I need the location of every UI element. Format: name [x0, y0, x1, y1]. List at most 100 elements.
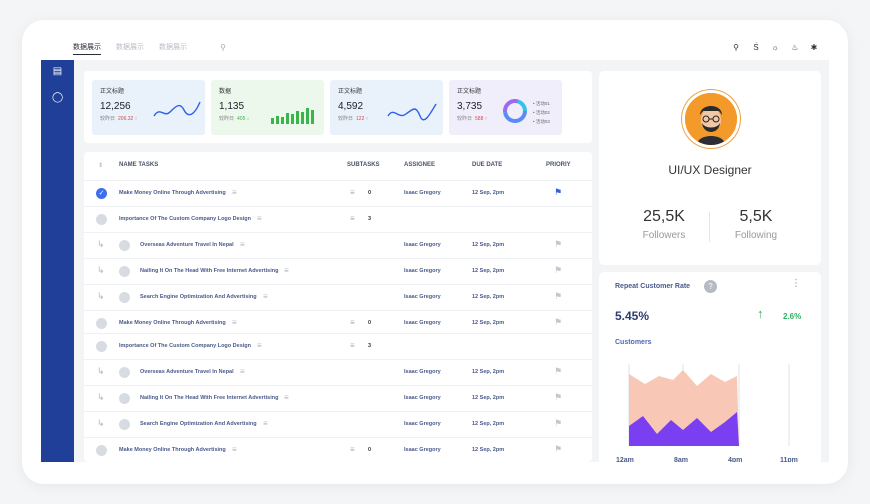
- col-priority[interactable]: PRIORIY: [546, 162, 571, 168]
- stat-value: 12,256: [100, 101, 131, 112]
- notes-icon[interactable]: ≡: [240, 367, 245, 376]
- task-checkbox[interactable]: [119, 266, 130, 277]
- priority-flag-icon[interactable]: ⚑: [554, 291, 563, 301]
- profile-card: UI/UX Designer 25,5K Followers 5,5K Foll…: [599, 71, 821, 265]
- table-row[interactable]: ↳ Search Engine Optimization And Advertis…: [84, 284, 592, 310]
- col-due[interactable]: DUE DATE: [472, 162, 503, 168]
- task-checkbox[interactable]: ✓: [96, 188, 107, 199]
- notes-icon[interactable]: ≡: [232, 445, 237, 454]
- task-checkbox[interactable]: [96, 445, 107, 456]
- stat-title: 正文标题: [338, 89, 363, 95]
- notes-icon[interactable]: ≡: [284, 393, 289, 402]
- task-name[interactable]: Importance Of The Custom Company Logo De…: [119, 343, 252, 349]
- task-name[interactable]: Nailing It On The Head With Free Interne…: [140, 395, 279, 401]
- col-subtasks[interactable]: SUBTASKS: [347, 162, 380, 168]
- brightness-icon[interactable]: ☼: [771, 43, 779, 52]
- table-row[interactable]: ↳ Nailing It On The Head With Free Intern…: [84, 258, 592, 284]
- avatar-illustration: [685, 93, 737, 145]
- tasks-panel: ⇕ NAME TASKS SUBTASKS ASSIGNEE DUE DATE …: [84, 152, 592, 462]
- task-checkbox[interactable]: [96, 318, 107, 329]
- task-checkbox[interactable]: [96, 214, 107, 225]
- notes-icon[interactable]: ≡: [257, 214, 262, 223]
- more-options-icon[interactable]: ⋮: [791, 278, 801, 289]
- table-row[interactable]: Make Money Online Through Advertising ≡ 0 I…: [84, 310, 592, 333]
- tab-data-2[interactable]: 数据展示: [116, 44, 144, 51]
- task-name[interactable]: Nailing It On The Head With Free Interne…: [140, 268, 279, 274]
- search-icon[interactable]: ⚲: [220, 43, 226, 52]
- col-assignee[interactable]: ASSIGNEE: [404, 162, 436, 168]
- task-checkbox[interactable]: [119, 240, 130, 251]
- table-row[interactable]: ↳ Overseas Adventure Travel In Nepal Isaac…: [84, 359, 592, 385]
- tab-data-1[interactable]: 数据展示: [73, 42, 101, 55]
- priority-flag-icon[interactable]: ⚑: [554, 418, 563, 428]
- priority-flag-icon[interactable]: ⚑: [554, 366, 563, 376]
- profile-role: UI/UX Designer: [668, 163, 752, 177]
- table-row[interactable]: ↳ Overseas Adventure Travel In Nepal Isaac…: [84, 232, 592, 258]
- legend-label: 活动03: [535, 119, 550, 124]
- task-checkbox[interactable]: [119, 292, 130, 303]
- sort-icon[interactable]: ⇕: [98, 163, 104, 169]
- stats-panel: 正文标题 12,256 较昨日 206.32 ↑ 数据 1,135 较昨日 405 …: [84, 71, 592, 143]
- notes-icon[interactable]: ≡: [263, 292, 268, 301]
- subtask-list-icon: ≡: [350, 445, 355, 454]
- notes-icon[interactable]: ≡: [257, 341, 262, 350]
- task-checkbox[interactable]: [119, 419, 130, 430]
- stat-sub: 较昨日 405 ↓: [219, 115, 316, 122]
- tab-data-3[interactable]: 数据展示: [159, 44, 187, 51]
- notes-icon[interactable]: ≡: [284, 266, 289, 275]
- stat-card[interactable]: 正文标题 3,735 较昨日 588 ↑ • 活动01 • 活动02 • 活动03: [449, 80, 562, 135]
- stat-value: 3,735: [457, 101, 483, 112]
- priority-flag-icon[interactable]: ⚑: [554, 187, 563, 197]
- table-row[interactable]: Importance Of The Custom Company Logo De…: [84, 333, 592, 359]
- task-assignee: Isaac Gregory: [404, 268, 441, 274]
- task-checkbox[interactable]: [119, 393, 130, 404]
- sparkline-wave: [153, 101, 201, 117]
- subtask-list-icon: ≡: [350, 318, 355, 327]
- task-name[interactable]: Overseas Adventure Travel In Nepal: [140, 242, 234, 248]
- priority-flag-icon[interactable]: ⚑: [554, 444, 563, 454]
- table-row[interactable]: Make Money Online Through Advertising ≡ 0 I…: [84, 437, 592, 462]
- avatar[interactable]: [682, 90, 740, 148]
- notes-icon[interactable]: ≡: [232, 188, 237, 197]
- task-name[interactable]: Search Engine Optimization And Advertisi…: [140, 294, 257, 300]
- task-name[interactable]: Importance Of The Custom Company Logo De…: [119, 216, 252, 222]
- stat-card[interactable]: 正文标题 12,256 较昨日 206.32 ↑: [92, 80, 205, 135]
- task-checkbox[interactable]: [119, 367, 130, 378]
- task-name[interactable]: Make Money Online Through Advertising: [119, 447, 226, 453]
- task-name[interactable]: Overseas Adventure Travel In Nepal: [140, 369, 234, 375]
- priority-flag-icon[interactable]: ⚑: [554, 239, 563, 249]
- task-name[interactable]: Make Money Online Through Advertising: [119, 190, 226, 196]
- notes-icon[interactable]: ≡: [240, 240, 245, 249]
- notes-icon[interactable]: ≡: [263, 419, 268, 428]
- priority-flag-icon[interactable]: ⚑: [554, 265, 563, 275]
- stat-card[interactable]: 正文标题 4,592 较昨日 122 ↑: [330, 80, 443, 135]
- task-checkbox[interactable]: [96, 341, 107, 352]
- task-name[interactable]: Search Engine Optimization And Advertisi…: [140, 421, 257, 427]
- help-icon[interactable]: ?: [704, 280, 717, 293]
- table-row[interactable]: ✓ Make Money Online Through Advertising ≡ 0…: [84, 180, 592, 206]
- table-row[interactable]: ↳ Search Engine Optimization And Advertis…: [84, 411, 592, 437]
- table-row[interactable]: Importance Of The Custom Company Logo De…: [84, 206, 592, 232]
- customers-label: Customers: [615, 339, 652, 346]
- search-icon[interactable]: ⚲: [733, 43, 739, 52]
- priority-flag-icon[interactable]: ⚑: [554, 317, 563, 327]
- document-icon[interactable]: ▤: [52, 66, 63, 77]
- subtask-count: 3: [368, 343, 372, 349]
- stat-sub-label: 较昨日: [100, 116, 116, 122]
- task-assignee: Isaac Gregory: [404, 242, 441, 248]
- subtask-arrow-icon: ↳: [97, 265, 105, 275]
- app-screen: 数据展示 数据展示 数据展示 ⚲ ⚲ Ṡ ☼ ♨ ✱ ▤ ◯ 正文标题 12,2…: [41, 38, 829, 462]
- stat-delta: 405 ↓: [237, 116, 250, 122]
- task-name[interactable]: Make Money Online Through Advertising: [119, 320, 226, 326]
- stat-card[interactable]: 数据 1,135 较昨日 405 ↓: [211, 80, 324, 135]
- translate-icon[interactable]: Ṡ: [753, 43, 759, 52]
- table-row[interactable]: ↳ Nailing It On The Head With Free Intern…: [84, 385, 592, 411]
- settings-icon[interactable]: ✱: [810, 43, 818, 52]
- priority-flag-icon[interactable]: ⚑: [554, 392, 563, 402]
- bell-icon[interactable]: ♨: [791, 43, 799, 52]
- bulb-icon[interactable]: ◯: [52, 92, 64, 103]
- following-label: Following: [734, 230, 778, 241]
- customers-area-chart: [628, 364, 790, 446]
- col-name[interactable]: NAME TASKS: [119, 162, 159, 168]
- notes-icon[interactable]: ≡: [232, 318, 237, 327]
